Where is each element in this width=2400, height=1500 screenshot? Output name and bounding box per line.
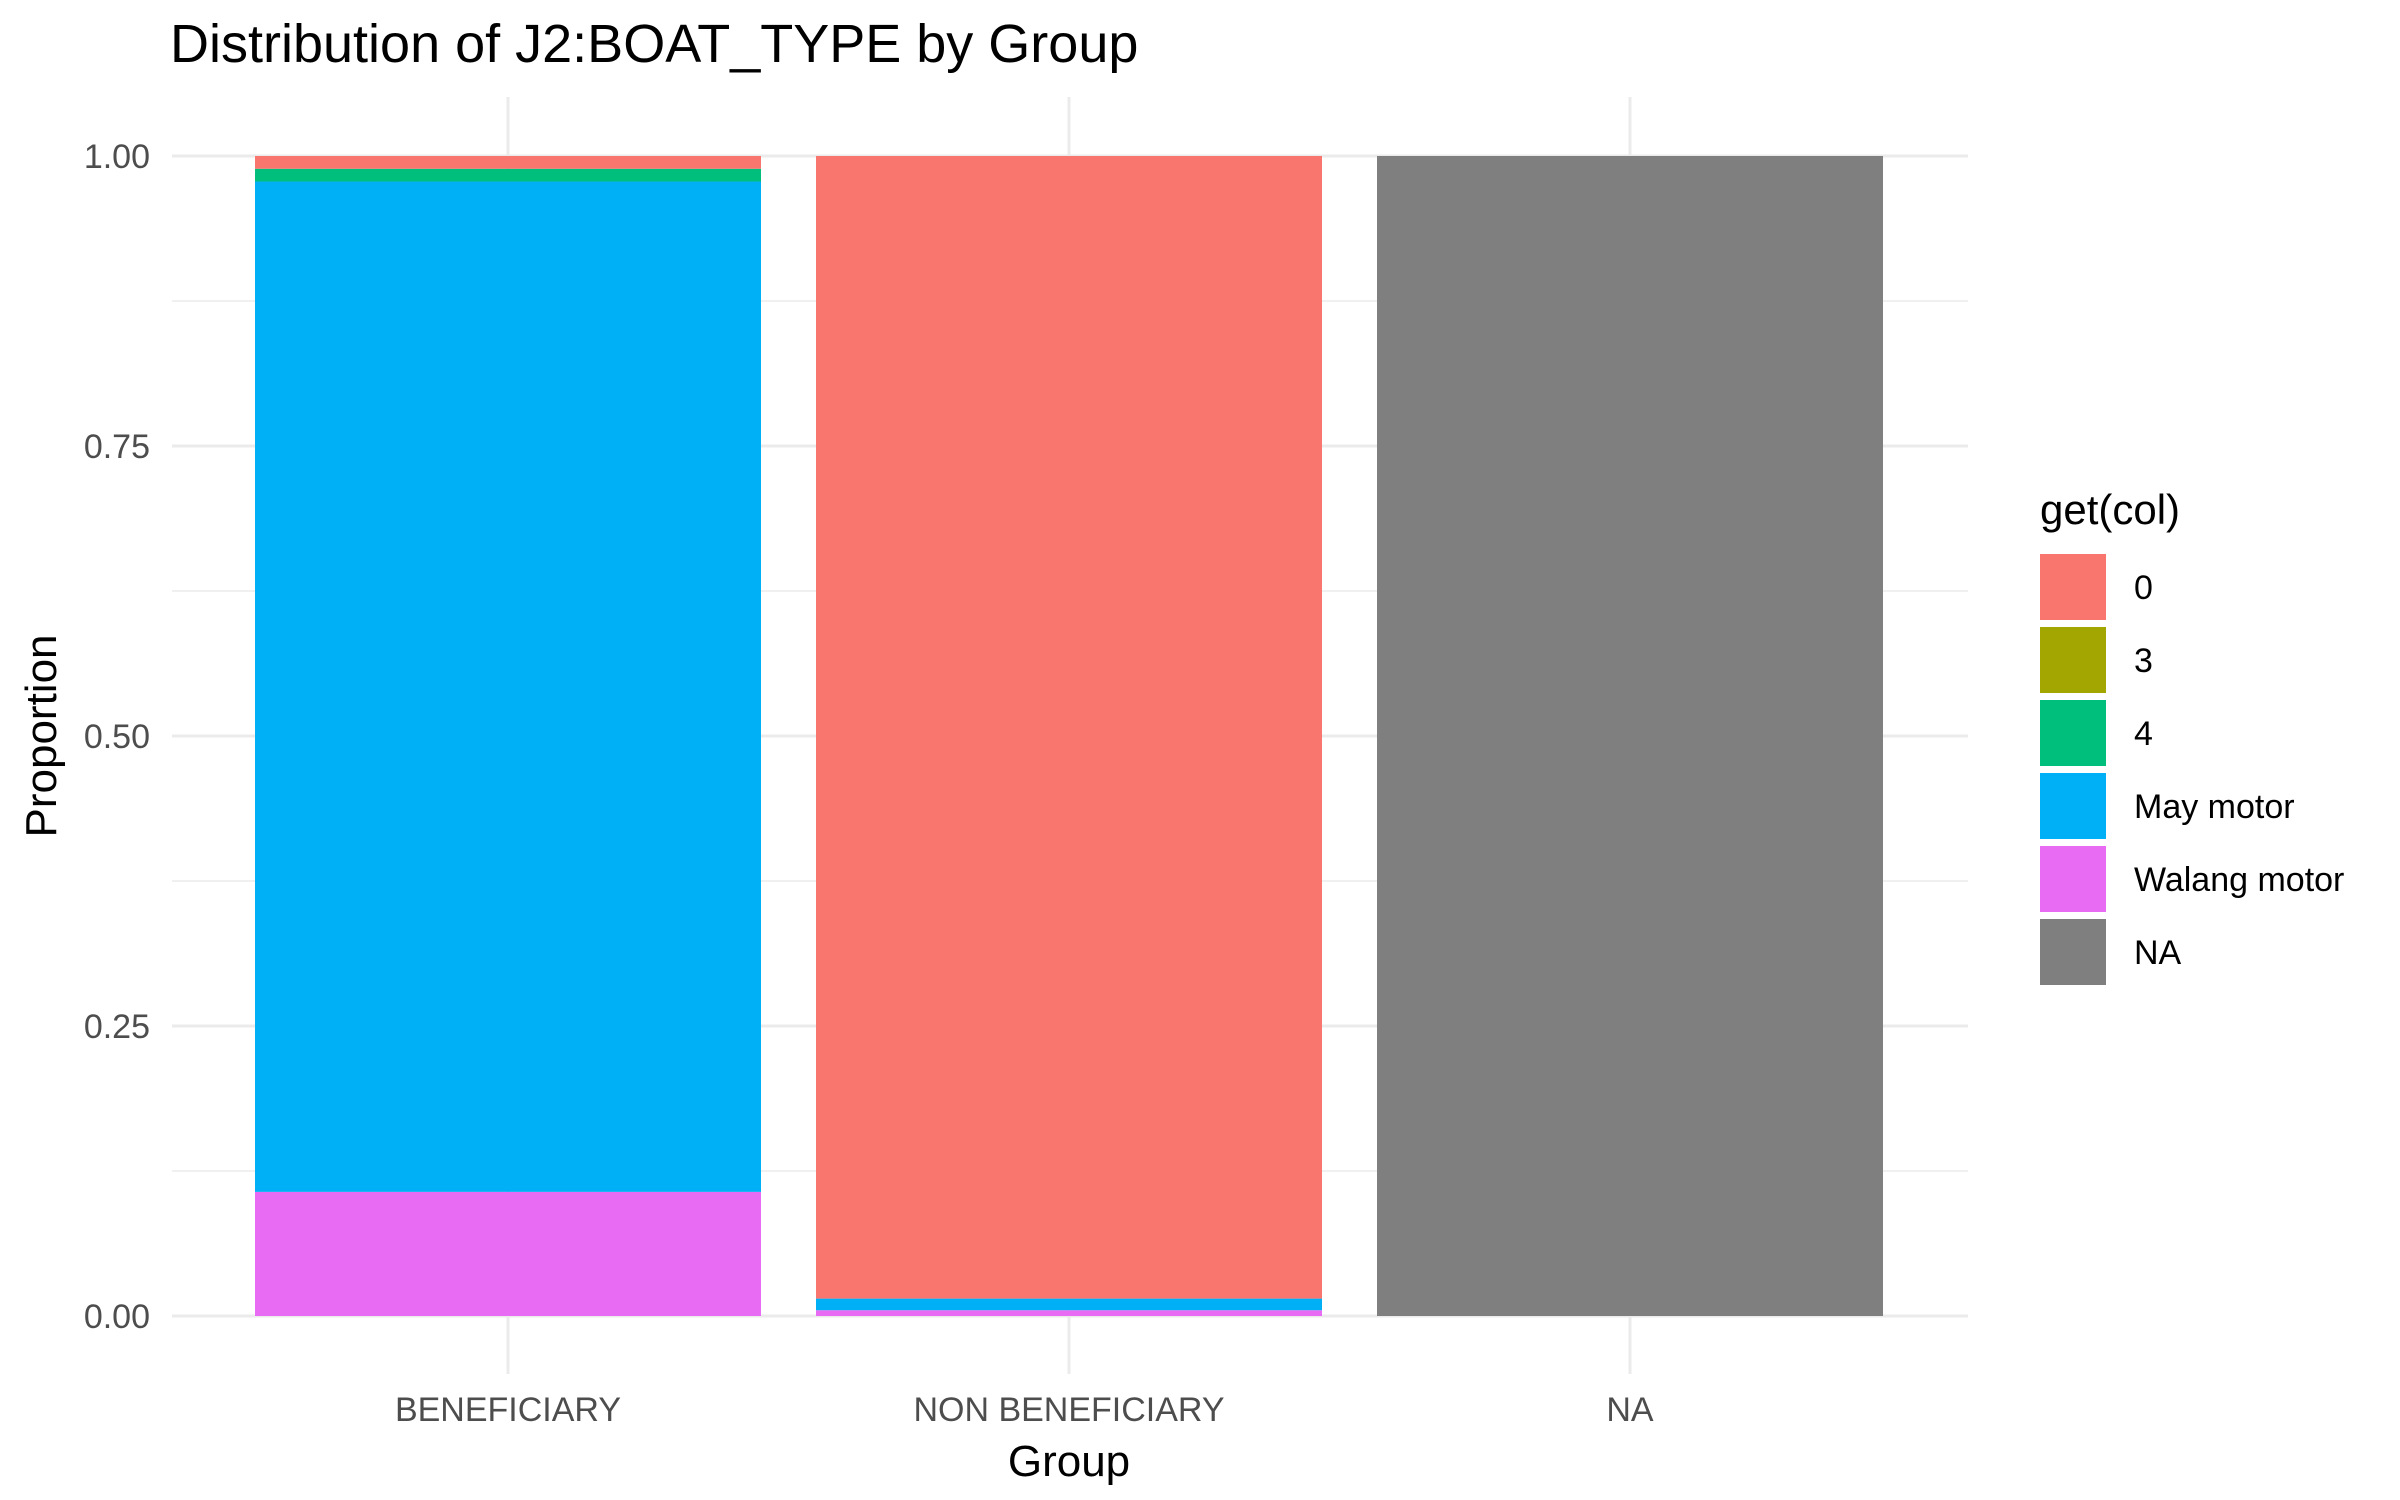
bar-segment [255, 156, 761, 169]
x-tick-label: NA [1606, 1391, 1654, 1429]
legend-key [2040, 700, 2106, 766]
legend-key [2040, 554, 2106, 620]
bar-segment [816, 1298, 1322, 1311]
legend-label: 3 [2134, 642, 2153, 680]
legend: get(col) 0 3 4 May motor Walang motor NA [2040, 486, 2344, 985]
legend-key [2040, 919, 2106, 985]
legend-label: 4 [2134, 715, 2153, 753]
legend-key [2040, 846, 2106, 912]
y-tick-label: 1.00 [84, 138, 150, 176]
legend-label: May motor [2134, 788, 2295, 826]
y-tick-label: 0.50 [84, 718, 150, 756]
bar-segment [1377, 156, 1883, 1316]
bar-segment [816, 1310, 1322, 1316]
x-tick-labels: BENEFICIARY NON BENEFICIARY NA [395, 1391, 1654, 1429]
bar-segment [255, 168, 761, 182]
chart-title: Distribution of J2:BOAT_TYPE by Group [170, 14, 1138, 74]
legend-key [2040, 627, 2106, 693]
x-axis-title: Group [1008, 1437, 1130, 1486]
legend-key [2040, 773, 2106, 839]
x-tick-label: NON BENEFICIARY [913, 1391, 1224, 1429]
bar-segment [816, 156, 1322, 1299]
bar-segment [255, 1191, 761, 1316]
legend-label: NA [2134, 934, 2182, 972]
legend-label: Walang motor [2134, 861, 2344, 899]
y-axis-title: Proportion [17, 634, 66, 837]
legend-label: 0 [2134, 569, 2153, 607]
y-tick-label: 0.00 [84, 1298, 150, 1336]
x-tick-label: BENEFICIARY [395, 1391, 621, 1429]
legend-title: get(col) [2040, 486, 2180, 533]
bars [255, 156, 1883, 1316]
y-tick-label: 0.75 [84, 428, 150, 466]
y-tick-labels: 0.00 0.25 0.50 0.75 1.00 [84, 138, 150, 1336]
y-tick-label: 0.25 [84, 1008, 150, 1046]
bar-segment [255, 181, 761, 1192]
